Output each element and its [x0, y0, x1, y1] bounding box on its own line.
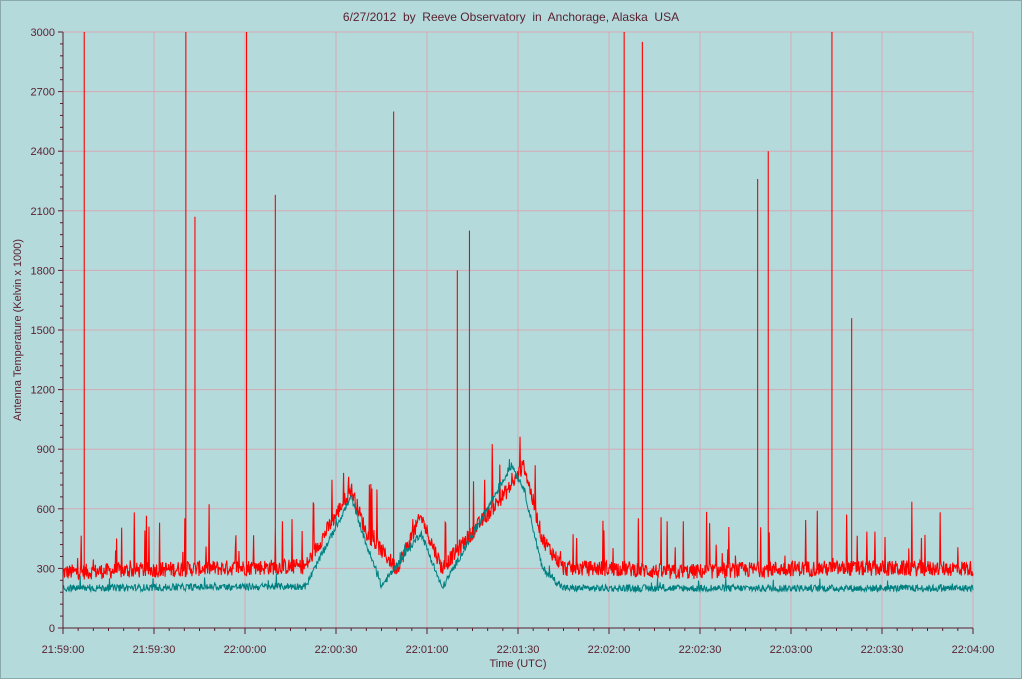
x-tick-label: 21:59:00 [42, 644, 85, 656]
x-tick-label: 22:03:30 [861, 644, 904, 656]
x-axis-label: Time (UTC) [489, 658, 546, 670]
x-tick-label: 22:03:00 [770, 644, 813, 656]
x-tick-label: 21:59:30 [133, 644, 176, 656]
y-tick-label: 0 [49, 623, 55, 635]
x-tick-label: 22:01:00 [406, 644, 449, 656]
x-tick-label: 22:01:30 [497, 644, 540, 656]
y-axis-label: Antenna Temperature (Kelvin x 1000) [12, 239, 24, 421]
x-tick-label: 22:02:30 [679, 644, 722, 656]
x-tick-label: 22:00:00 [224, 644, 267, 656]
chart-title: 6/27/2012 by Reeve Observatory in Anchor… [342, 10, 680, 24]
y-tick-label: 300 [37, 563, 55, 575]
x-tick-label: 22:02:00 [588, 644, 631, 656]
y-tick-label: 900 [37, 444, 55, 456]
y-tick-label: 1800 [31, 265, 55, 277]
y-tick-label: 600 [37, 504, 55, 516]
y-tick-label: 1200 [31, 385, 55, 397]
y-tick-label: 1500 [31, 325, 55, 337]
y-tick-label: 2400 [31, 146, 55, 158]
x-tick-label: 22:00:30 [315, 644, 358, 656]
x-tick-label: 22:04:00 [952, 644, 995, 656]
y-tick-label: 3000 [31, 27, 55, 39]
series-line-teal [62, 270, 974, 594]
y-tick-label: 2100 [31, 206, 55, 218]
y-tick-label: 2700 [31, 87, 55, 99]
